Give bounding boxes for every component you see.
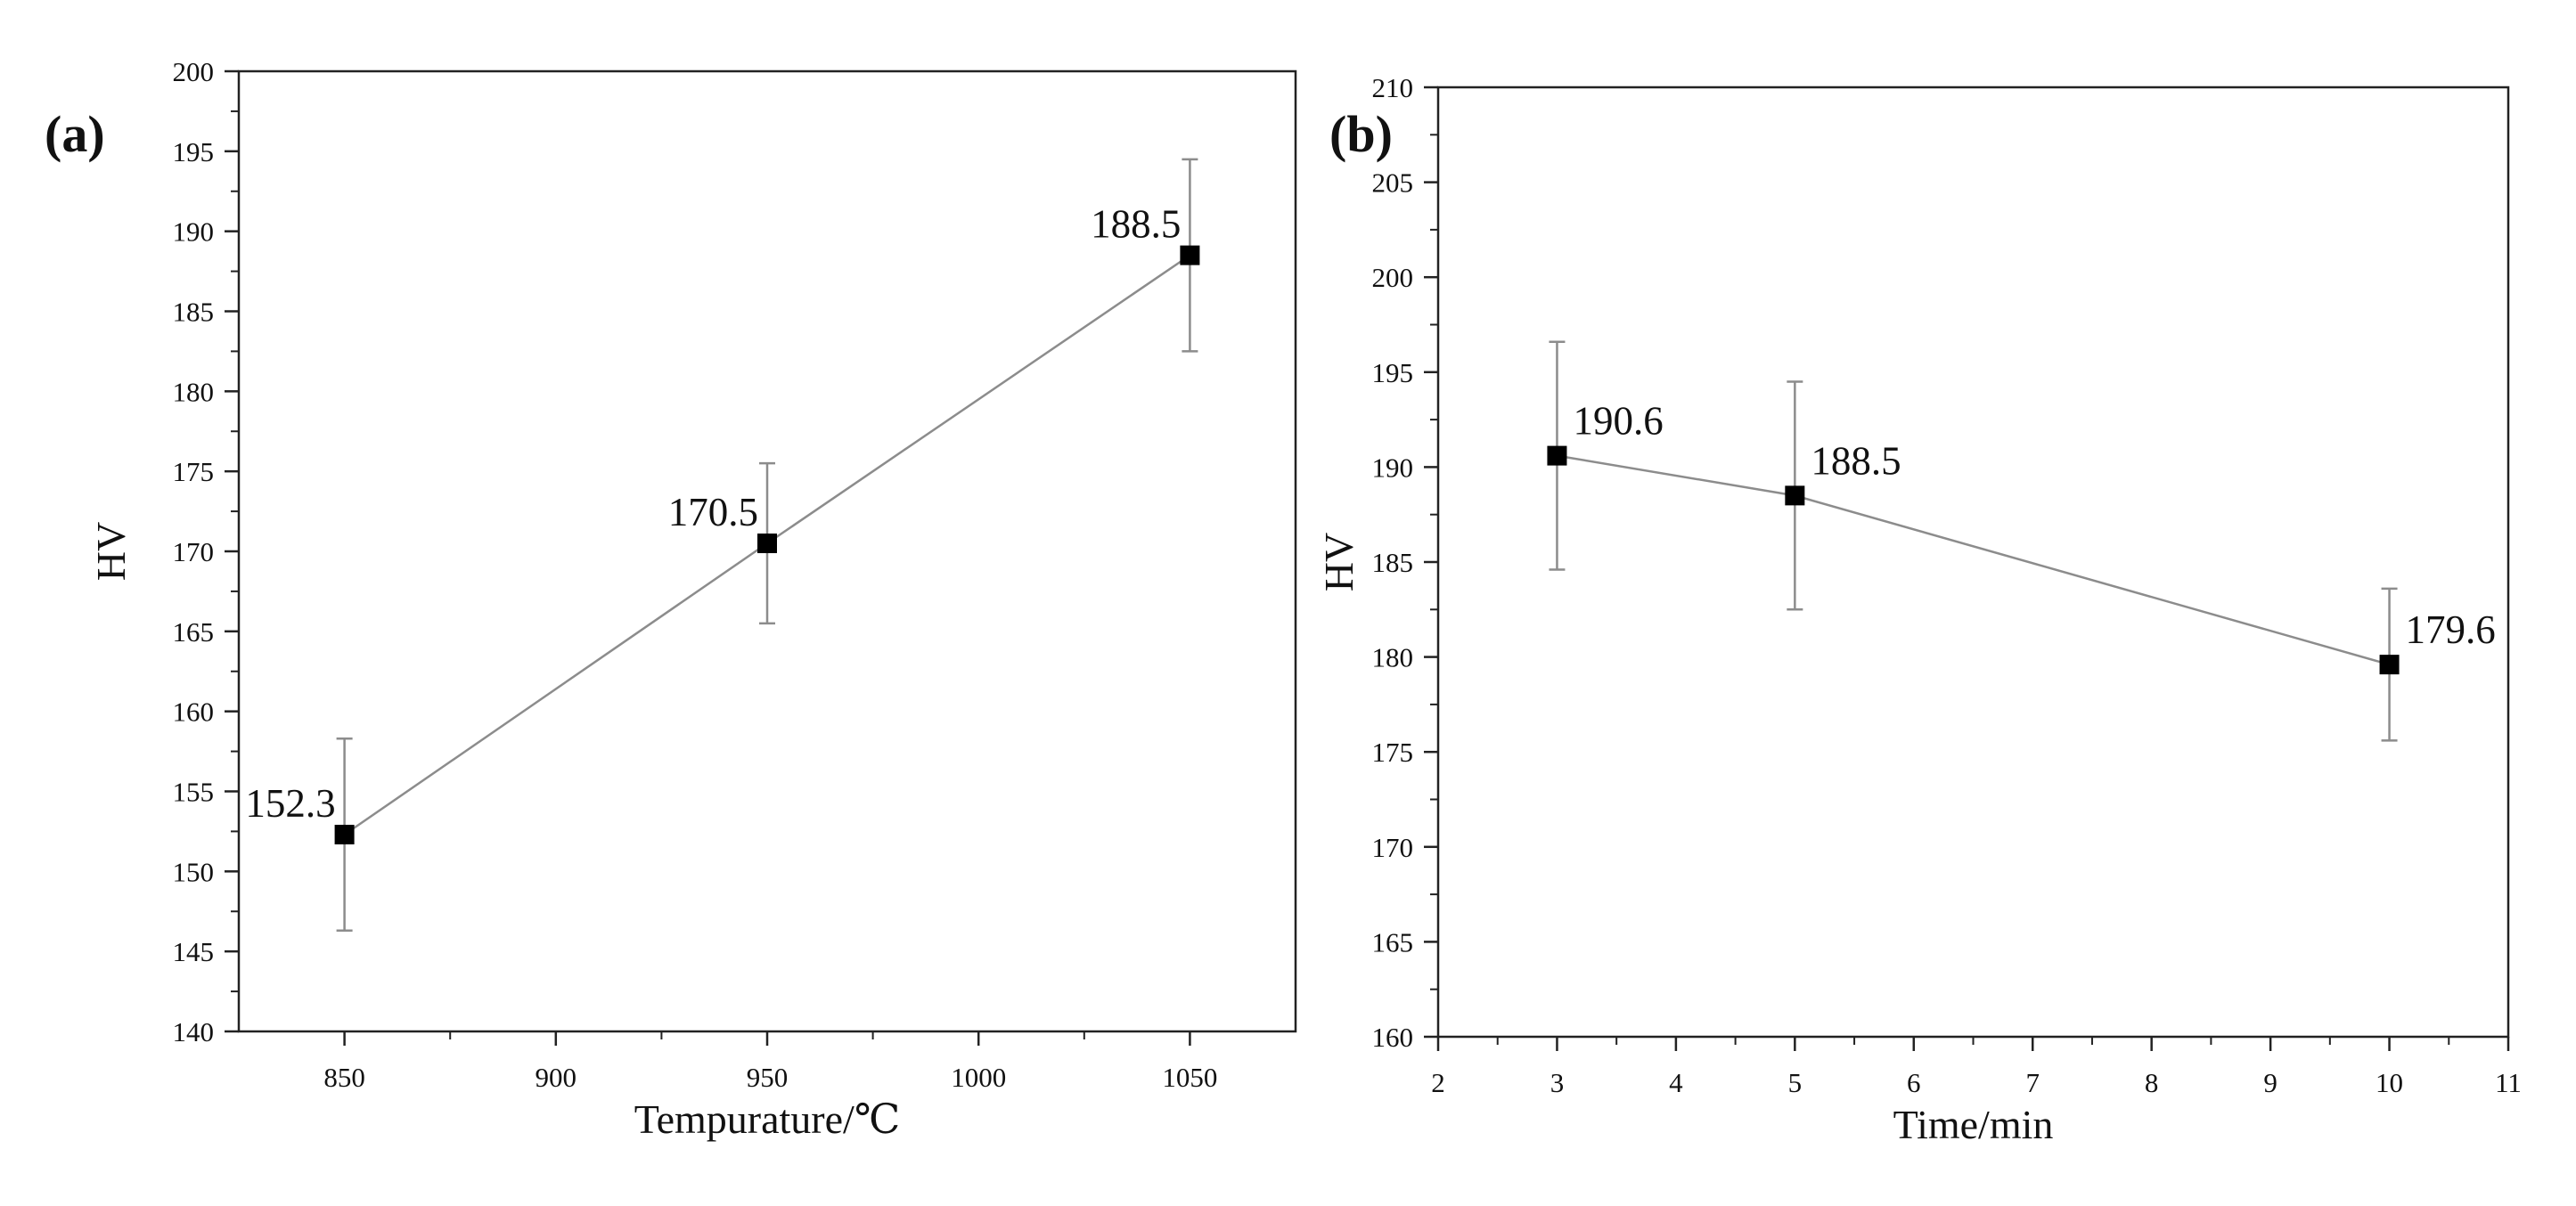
y-tick-label-a-1: 145 <box>173 936 215 967</box>
x-tick-label-a-1: 900 <box>536 1062 577 1093</box>
y-tick-label-b-10: 210 <box>1372 72 1414 103</box>
x-tick-label-a-4: 1050 <box>1162 1062 1217 1093</box>
y-tick-label-b-1: 165 <box>1372 926 1414 957</box>
y-tick-label-a-12: 200 <box>173 56 215 87</box>
panel-label-a: (a) <box>45 105 105 163</box>
y-tick-label-a-2: 150 <box>173 856 215 887</box>
data-label-a-0: 152.3 <box>245 781 335 826</box>
data-point-b-2 <box>2379 655 2400 675</box>
y-tick-label-b-5: 185 <box>1372 547 1414 578</box>
y-tick-label-a-5: 165 <box>173 616 215 648</box>
x-axis-title-b: Time/min <box>1893 1102 2054 1147</box>
plot-frame-b <box>1436 86 2510 1039</box>
y-tick-label-a-10: 190 <box>173 216 215 248</box>
data-point-b-1 <box>1785 485 1805 506</box>
x-tick-label-b-7: 9 <box>2263 1067 2278 1098</box>
chart-panel-a: 140 145 150 155 160 165 170 175 180 185 190 195 200 8… <box>45 56 1297 1142</box>
x-tick-label-b-5: 7 <box>2025 1067 2040 1098</box>
panel-label-b: (b) <box>1329 105 1393 163</box>
y-tick-label-a-11: 195 <box>173 136 215 167</box>
y-tick-label-b-9: 205 <box>1372 167 1414 199</box>
y-tick-label-a-3: 155 <box>173 777 215 808</box>
x-tick-label-a-0: 850 <box>323 1062 365 1093</box>
x-tick-label-b-6: 8 <box>2145 1067 2159 1098</box>
y-tick-label-a-4: 160 <box>173 697 215 728</box>
chart-panel-b: 160 165 170 175 180 185 190 195 200 205 210 2 3 4 5 6 7 8… <box>1316 72 2522 1147</box>
x-tick-label-b-0: 2 <box>1431 1067 1445 1098</box>
x-tick-label-b-2: 4 <box>1669 1067 1683 1098</box>
data-label-b-2: 179.6 <box>2406 607 2496 652</box>
x-tick-label-b-4: 6 <box>1907 1067 1921 1098</box>
y-axis-title-a: HV <box>88 522 134 581</box>
x-tick-label-b-9: 11 <box>2495 1067 2522 1098</box>
data-label-a-1: 170.5 <box>668 490 758 534</box>
data-point-a-2 <box>1180 245 1200 265</box>
y-tick-label-a-7: 175 <box>173 456 215 487</box>
y-tick-label-b-3: 175 <box>1372 737 1414 768</box>
x-axis-title-a: Tempurature/℃ <box>634 1096 901 1142</box>
data-point-b-0 <box>1547 445 1567 466</box>
y-tick-label-b-0: 160 <box>1372 1022 1414 1053</box>
y-tick-label-a-8: 180 <box>173 376 215 407</box>
series-line-b-0 <box>1557 454 2390 666</box>
x-tick-label-b-3: 5 <box>1788 1067 1803 1098</box>
x-tick-label-b-1: 3 <box>1550 1067 1565 1098</box>
data-point-a-0 <box>334 825 355 845</box>
y-axis-title-b: HV <box>1316 533 1362 591</box>
y-tick-label-b-2: 170 <box>1372 832 1414 863</box>
y-tick-label-b-8: 200 <box>1372 262 1414 293</box>
x-tick-label-b-8: 10 <box>2376 1067 2403 1098</box>
y-tick-label-a-9: 185 <box>173 297 215 328</box>
y-tick-label-b-6: 190 <box>1372 452 1414 483</box>
x-tick-label-a-2: 950 <box>747 1062 789 1093</box>
y-tick-label-b-4: 180 <box>1372 642 1414 673</box>
y-tick-label-a-6: 170 <box>173 536 215 567</box>
y-tick-label-a-0: 140 <box>173 1016 215 1047</box>
data-label-a-2: 188.5 <box>1091 202 1181 247</box>
data-label-b-1: 188.5 <box>1811 438 1901 483</box>
data-label-b-0: 190.6 <box>1573 399 1663 444</box>
data-point-a-1 <box>757 534 777 554</box>
x-tick-label-a-3: 1000 <box>951 1062 1006 1093</box>
y-tick-label-b-7: 195 <box>1372 357 1414 388</box>
